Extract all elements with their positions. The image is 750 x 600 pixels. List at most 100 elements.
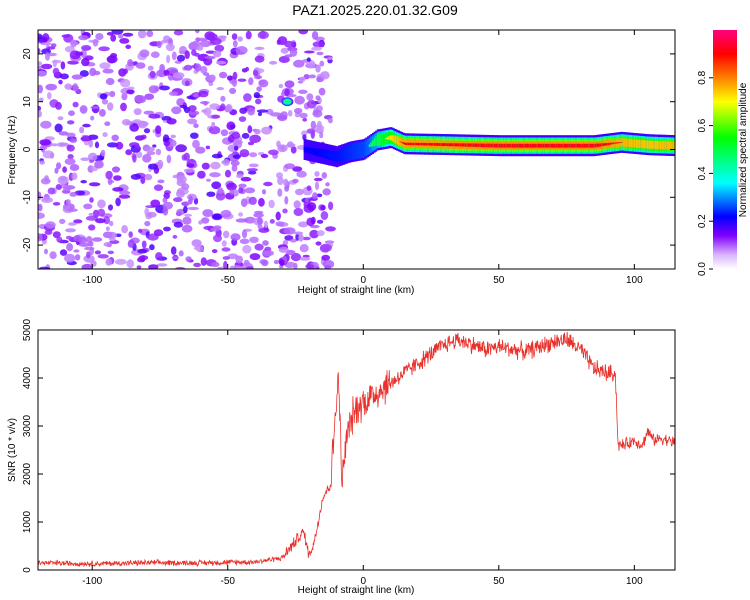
spectrogram-cell <box>88 212 94 216</box>
spectrogram-cell <box>583 145 586 147</box>
spectrogram-cell <box>162 201 173 210</box>
spectrogram-cell <box>155 125 162 134</box>
spectrogram-cell <box>372 140 374 147</box>
spectrogram-cell <box>284 88 290 97</box>
spectrogram-cell <box>118 194 131 199</box>
spectrogram-cell <box>651 140 654 149</box>
spectrogram-cell <box>178 250 184 257</box>
spectrogram-cell <box>73 235 81 242</box>
spectrogram-cell <box>45 221 56 229</box>
spectrogram-cell <box>216 87 225 91</box>
spectrogram-cell <box>653 140 656 149</box>
spectrogram-cell <box>81 57 90 67</box>
spectrogram-cell <box>120 78 131 88</box>
spectrogram-cell <box>239 149 250 158</box>
spectrogram-cell <box>199 40 212 48</box>
spectrogram-cell <box>82 135 90 140</box>
spectrogram-cell <box>249 152 258 158</box>
spectrogram-cell <box>492 145 495 147</box>
spectrogram-cell <box>176 54 186 62</box>
spectrogram-cell <box>165 43 175 52</box>
spectrogram-cell <box>52 202 61 206</box>
spectrogram-cell <box>171 51 177 61</box>
spectrogram-cell <box>129 123 140 132</box>
spectrogram-cell <box>144 173 153 181</box>
spectrogram-cell <box>51 59 62 64</box>
spectrogram-cell <box>78 34 89 41</box>
spectrogram-cell <box>257 224 263 230</box>
spectrogram-cell <box>225 104 233 113</box>
spectrogram-cell <box>102 68 114 74</box>
spectrogram-cell <box>39 266 50 269</box>
spectrogram-cell <box>194 63 202 72</box>
spectrogram-cell <box>226 75 233 81</box>
spectrogram-cell <box>320 205 326 211</box>
spectrogram-cell <box>334 151 337 162</box>
spectrogram-cell <box>630 139 633 148</box>
spectrogram-cell <box>94 250 101 255</box>
spectrogram-cell <box>56 162 62 170</box>
spectrogram-cell <box>611 142 613 145</box>
spectrogram-cell <box>368 144 371 147</box>
spectrogram-cell <box>85 236 93 244</box>
spectrogram-cell <box>166 54 171 64</box>
spectrogram-cell <box>39 139 51 146</box>
spectrogram-cell <box>223 230 230 239</box>
spectrogram-cell <box>398 137 400 146</box>
spectrogram-cell <box>479 143 482 147</box>
spectrogram-cell <box>181 183 190 191</box>
spectrogram-cell <box>61 34 70 38</box>
spectrogram-cell <box>146 30 154 38</box>
spectrogram-cell <box>195 30 200 34</box>
spectrogram-cell <box>327 117 333 124</box>
spectrogram-cell <box>144 93 154 100</box>
spectrogram-cell <box>187 118 198 125</box>
spectrogram-cell <box>467 143 470 147</box>
spectrogram-cell <box>321 149 324 158</box>
spectrogram-cell <box>57 116 64 121</box>
spectrogram-cell <box>44 248 48 255</box>
spectrogram-cell <box>238 116 247 122</box>
spectrogram-cell <box>531 145 534 147</box>
spectrogram-cell <box>326 149 329 160</box>
spectrogram-cell <box>231 164 238 172</box>
spectrogram-cell <box>139 49 150 58</box>
spectrogram-cell <box>450 143 452 147</box>
spectrogram-cell <box>336 151 339 163</box>
colorbar-tick-label: 0.6 <box>697 118 708 132</box>
spectrogram-cell <box>576 145 579 147</box>
spectrogram-cell <box>173 221 184 228</box>
spectrogram-cell <box>193 262 202 268</box>
spectrogram-cell <box>474 143 477 147</box>
spectrogram-cell <box>67 154 74 160</box>
spectrogram-cell <box>66 144 75 152</box>
spectrogram-cell <box>172 72 185 79</box>
spectrogram-cell <box>122 32 134 37</box>
spectrogram-cell <box>323 149 326 159</box>
spectrogram-cell <box>69 192 77 197</box>
spectrogram-cell <box>253 128 261 135</box>
spectrogram-y-tick-label: 10 <box>22 96 33 108</box>
spectrogram-cell <box>125 44 131 49</box>
spectrogram-cell <box>498 145 501 147</box>
spectrogram-cell <box>193 246 199 251</box>
spectrogram-cell <box>209 103 220 110</box>
spectrogram-cell <box>248 163 259 168</box>
spectrogram-cell <box>152 144 157 148</box>
spectrogram-cell <box>108 204 113 211</box>
spectrogram-cell <box>269 60 278 65</box>
spectrogram-cell <box>567 145 570 147</box>
spectrogram-cell <box>80 157 90 161</box>
spectrogram-cell <box>293 59 305 68</box>
spectrogram-cell <box>111 134 119 142</box>
spectrogram-cell <box>171 106 182 115</box>
spectrogram-cell <box>672 141 675 150</box>
spectrogram-cell <box>95 218 106 224</box>
spectrogram-cell <box>451 143 454 147</box>
spectrogram-cell <box>233 154 241 160</box>
spectrogram-cell <box>257 31 269 40</box>
spectrogram-cell <box>49 152 55 159</box>
spectrogram-cell <box>67 208 78 212</box>
spectrogram-cell <box>646 140 649 149</box>
